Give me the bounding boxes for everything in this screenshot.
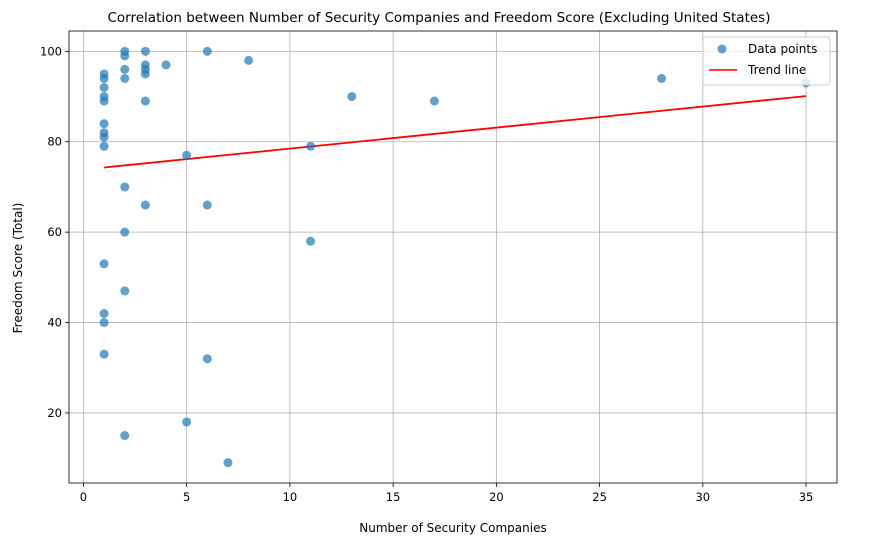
data-point (306, 141, 316, 151)
data-point (202, 46, 212, 56)
x-tick-label: 25 (592, 490, 607, 504)
data-point (140, 46, 150, 56)
grid-lines (69, 31, 837, 483)
data-point (99, 141, 109, 151)
data-point (182, 417, 192, 427)
legend: Data points Trend line (702, 36, 831, 86)
x-axis-ticks: 0 5 10 15 20 25 30 35 (80, 483, 814, 504)
y-tick-label: 40 (47, 316, 62, 330)
y-tick-label: 80 (47, 135, 62, 149)
x-tick-label: 10 (283, 490, 298, 504)
data-point (120, 286, 130, 296)
trend-line (104, 95, 807, 169)
x-tick-label: 20 (489, 490, 504, 504)
data-point (99, 349, 109, 359)
data-point (202, 200, 212, 210)
data-point (244, 55, 254, 65)
data-point (120, 51, 130, 61)
legend-label-trend-line: Trend line (747, 63, 806, 77)
y-axis-ticks: 20 40 60 80 100 (40, 44, 69, 420)
data-point (657, 73, 667, 83)
data-point (347, 92, 357, 102)
data-point (99, 119, 109, 129)
y-tick-label: 20 (47, 406, 62, 420)
y-tick-label: 60 (47, 225, 62, 239)
x-tick-label: 30 (695, 490, 710, 504)
plot-frame (68, 30, 838, 484)
data-point (120, 64, 130, 74)
data-point (140, 200, 150, 210)
data-point (140, 69, 150, 79)
data-point (120, 431, 130, 441)
data-point (99, 83, 109, 92)
data-point (99, 309, 109, 318)
data-point (120, 182, 130, 192)
data-point (306, 236, 316, 246)
data-point (429, 96, 439, 106)
x-tick-label: 35 (799, 490, 814, 504)
y-axis-label: Freedom Score (Total) (11, 203, 25, 334)
x-tick-label: 0 (80, 490, 87, 504)
chart-title: Correlation between Number of Security C… (108, 10, 771, 26)
data-point (202, 354, 212, 364)
data-point (223, 458, 233, 468)
data-point (99, 73, 109, 83)
data-point (99, 318, 109, 328)
data-points-group (99, 46, 811, 468)
data-point (99, 132, 109, 142)
data-point (161, 60, 171, 70)
legend-label-data-points: Data points (748, 42, 817, 56)
data-point (99, 259, 109, 269)
legend-box (702, 36, 831, 86)
data-point (182, 150, 192, 160)
x-tick-label: 15 (386, 490, 401, 504)
data-point (99, 96, 109, 106)
data-point (120, 73, 130, 83)
x-tick-label: 5 (183, 490, 190, 504)
trend-line-group (104, 95, 807, 169)
x-axis-label: Number of Security Companies (359, 521, 546, 535)
legend-marker-data-points (717, 44, 727, 54)
y-tick-label: 100 (40, 44, 62, 58)
data-point (140, 96, 150, 106)
data-point (120, 227, 130, 237)
